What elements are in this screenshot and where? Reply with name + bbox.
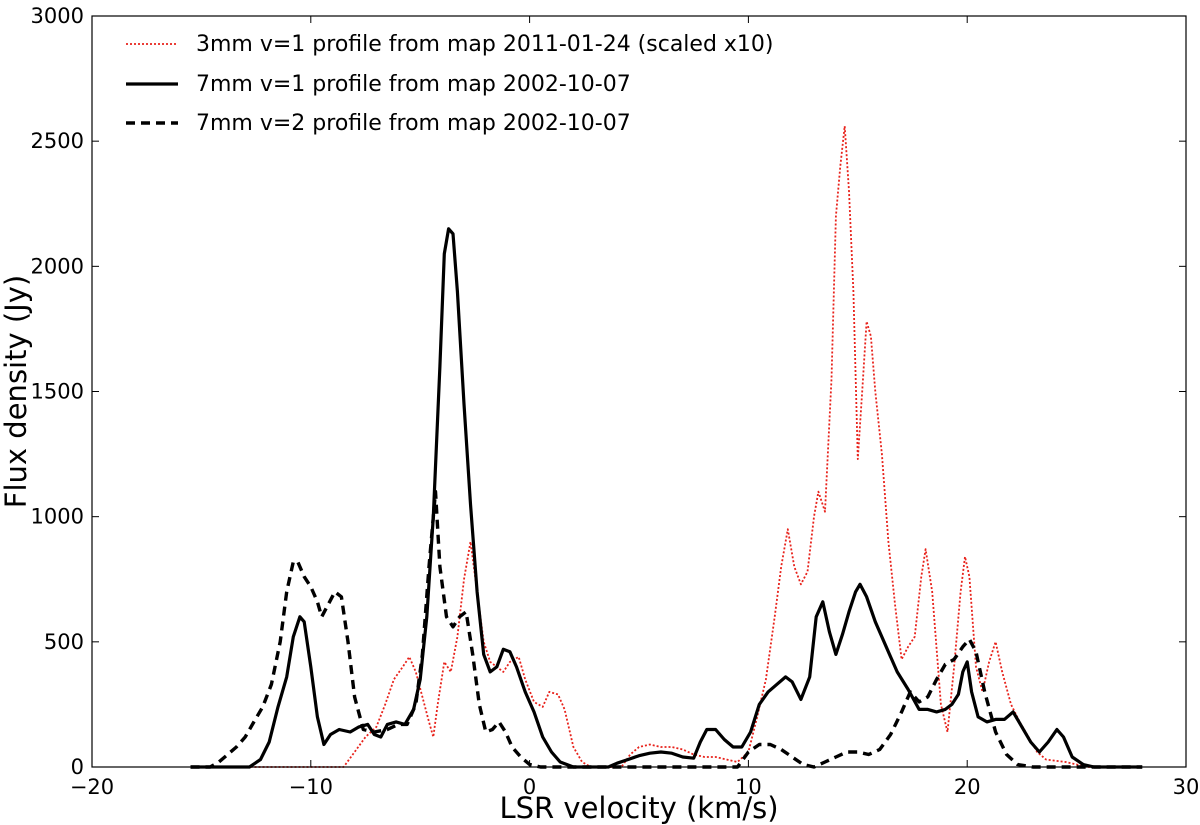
y-axis-title: Flux density (Jy): [0, 275, 33, 508]
x-tick-label: 20: [954, 775, 981, 799]
x-tick-label: 0: [523, 775, 536, 799]
legend-label-3: 7mm v=2 profile from map 2002-10-07: [196, 111, 631, 136]
y-tick-label: 2500: [31, 129, 84, 153]
y-tick-label: 0: [71, 755, 84, 779]
x-tick-label: −10: [289, 775, 333, 799]
legend-label-1: 3mm v=1 profile from map 2011-01-24 (sca…: [196, 32, 774, 57]
x-tick-label: −20: [70, 775, 114, 799]
series-line-1: [190, 125, 1143, 768]
y-tick-label: 1000: [31, 505, 84, 529]
x-axis-title: LSR velocity (km/s): [499, 791, 778, 825]
legend: 3mm v=1 profile from map 2011-01-24 (sca…: [126, 32, 774, 136]
y-tick-label: 2000: [31, 254, 84, 278]
y-tick-label: 500: [44, 630, 84, 654]
series-line-2: [190, 227, 1143, 769]
plot-frame: [91, 15, 1187, 768]
legend-label-2: 7mm v=1 profile from map 2002-10-07: [196, 72, 631, 97]
x-tick-label: 10: [735, 775, 762, 799]
y-tick-label: 1500: [31, 380, 84, 404]
series-layer: [190, 125, 1143, 769]
ticks-layer: −20 −10 0 10 20 30 0 500 1000 1500 2000 2500 3000: [31, 4, 1200, 799]
y-tick-label: 3000: [31, 4, 84, 28]
x-tick-label: 30: [1173, 775, 1200, 799]
